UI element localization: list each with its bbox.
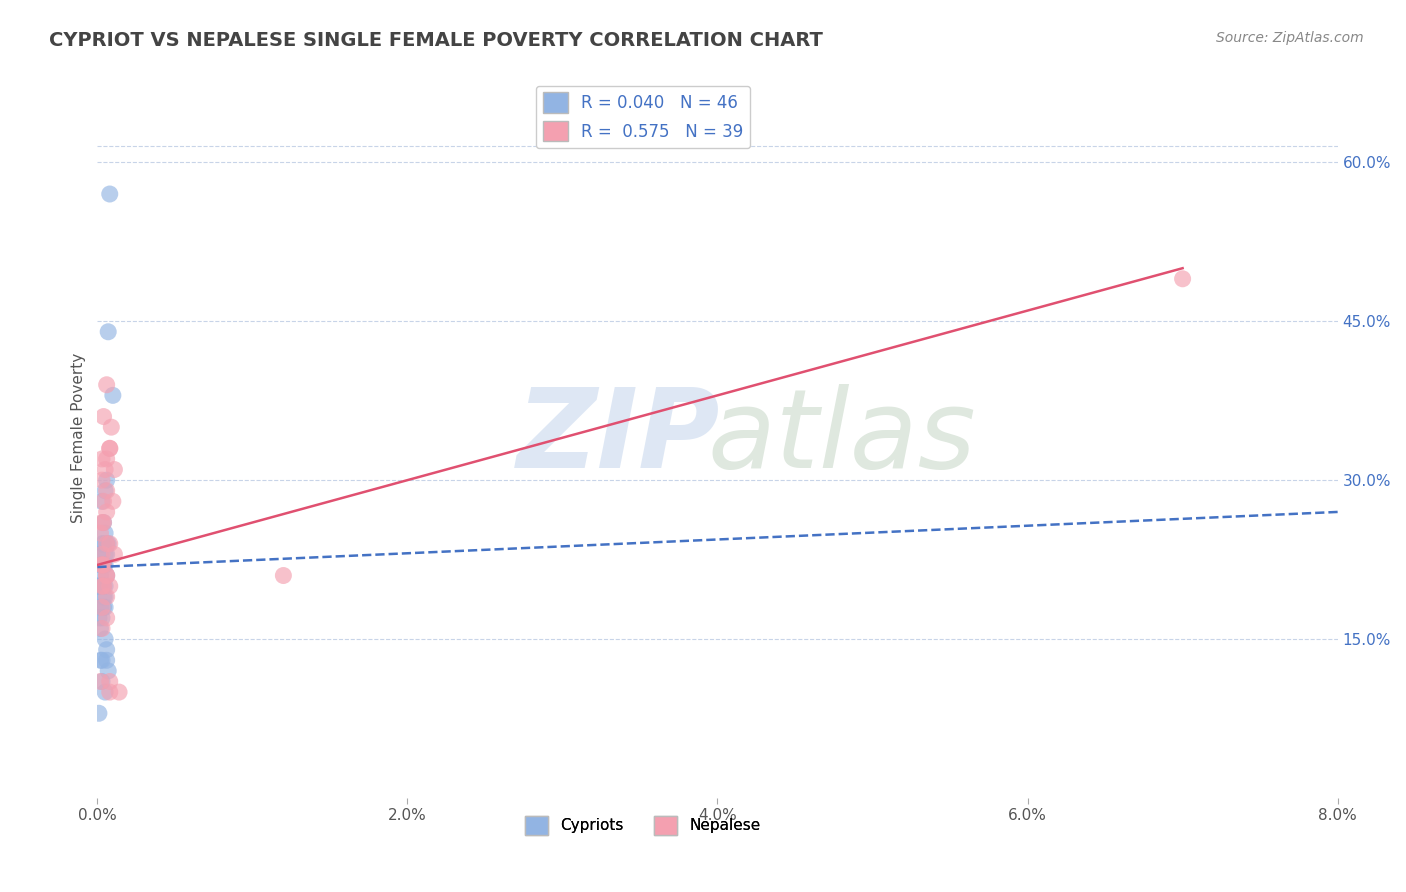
- Point: [97, 325, 120, 339]
- Point: [87, 579, 110, 593]
- Point: [87, 611, 110, 625]
- Point: [94, 685, 117, 699]
- Point: [94, 547, 117, 561]
- Point: [91, 579, 114, 593]
- Point: [96, 568, 118, 582]
- Point: [91, 653, 114, 667]
- Point: [93, 558, 115, 572]
- Point: [94, 462, 117, 476]
- Point: [91, 558, 114, 572]
- Point: [96, 537, 118, 551]
- Point: [94, 590, 117, 604]
- Point: [101, 388, 124, 402]
- Point: [96, 547, 118, 561]
- Point: [89, 600, 111, 615]
- Point: [91, 611, 114, 625]
- Point: [93, 558, 115, 572]
- Point: [98, 442, 121, 456]
- Point: [89, 558, 111, 572]
- Point: [98, 674, 121, 689]
- Point: [96, 537, 118, 551]
- Point: [96, 653, 118, 667]
- Point: [89, 568, 111, 582]
- Point: [97, 664, 120, 678]
- Point: [87, 706, 110, 721]
- Point: [94, 558, 117, 572]
- Point: [94, 483, 117, 498]
- Point: [100, 420, 122, 434]
- Point: [87, 579, 110, 593]
- Point: [91, 558, 114, 572]
- Legend: Cypriots, Nepalese: Cypriots, Nepalese: [519, 810, 766, 841]
- Point: [91, 674, 114, 689]
- Point: [96, 611, 118, 625]
- Point: [101, 494, 124, 508]
- Text: CYPRIOT VS NEPALESE SINGLE FEMALE POVERTY CORRELATION CHART: CYPRIOT VS NEPALESE SINGLE FEMALE POVERT…: [49, 31, 823, 50]
- Point: [89, 526, 111, 541]
- Point: [93, 494, 115, 508]
- Point: [103, 462, 125, 476]
- Point: [93, 558, 115, 572]
- Point: [96, 590, 118, 604]
- Y-axis label: Single Female Poverty: Single Female Poverty: [72, 352, 86, 523]
- Point: [96, 568, 118, 582]
- Point: [91, 537, 114, 551]
- Point: [91, 600, 114, 615]
- Point: [91, 516, 114, 530]
- Point: [98, 187, 121, 202]
- Point: [96, 473, 118, 487]
- Point: [1171, 272, 1194, 286]
- Point: [89, 547, 111, 561]
- Point: [96, 483, 118, 498]
- Point: [96, 377, 118, 392]
- Point: [273, 568, 295, 582]
- Point: [93, 409, 115, 424]
- Point: [91, 452, 114, 467]
- Point: [96, 642, 118, 657]
- Point: [93, 579, 115, 593]
- Point: [93, 590, 115, 604]
- Point: [91, 494, 114, 508]
- Point: [97, 537, 120, 551]
- Point: [94, 526, 117, 541]
- Point: [96, 568, 118, 582]
- Point: [98, 579, 121, 593]
- Point: [108, 685, 131, 699]
- Point: [87, 579, 110, 593]
- Point: [91, 558, 114, 572]
- Point: [103, 547, 125, 561]
- Point: [89, 622, 111, 636]
- Point: [91, 622, 114, 636]
- Point: [94, 579, 117, 593]
- Point: [91, 579, 114, 593]
- Point: [91, 547, 114, 561]
- Point: [93, 516, 115, 530]
- Point: [94, 600, 117, 615]
- Point: [98, 537, 121, 551]
- Point: [91, 558, 114, 572]
- Point: [89, 674, 111, 689]
- Point: [89, 653, 111, 667]
- Point: [91, 473, 114, 487]
- Text: ZIP: ZIP: [516, 384, 720, 491]
- Text: atlas: atlas: [707, 384, 976, 491]
- Point: [96, 452, 118, 467]
- Point: [98, 442, 121, 456]
- Point: [96, 505, 118, 519]
- Point: [98, 685, 121, 699]
- Text: Source: ZipAtlas.com: Source: ZipAtlas.com: [1216, 31, 1364, 45]
- Point: [94, 632, 117, 646]
- Point: [93, 537, 115, 551]
- Point: [93, 516, 115, 530]
- Point: [93, 600, 115, 615]
- Point: [93, 579, 115, 593]
